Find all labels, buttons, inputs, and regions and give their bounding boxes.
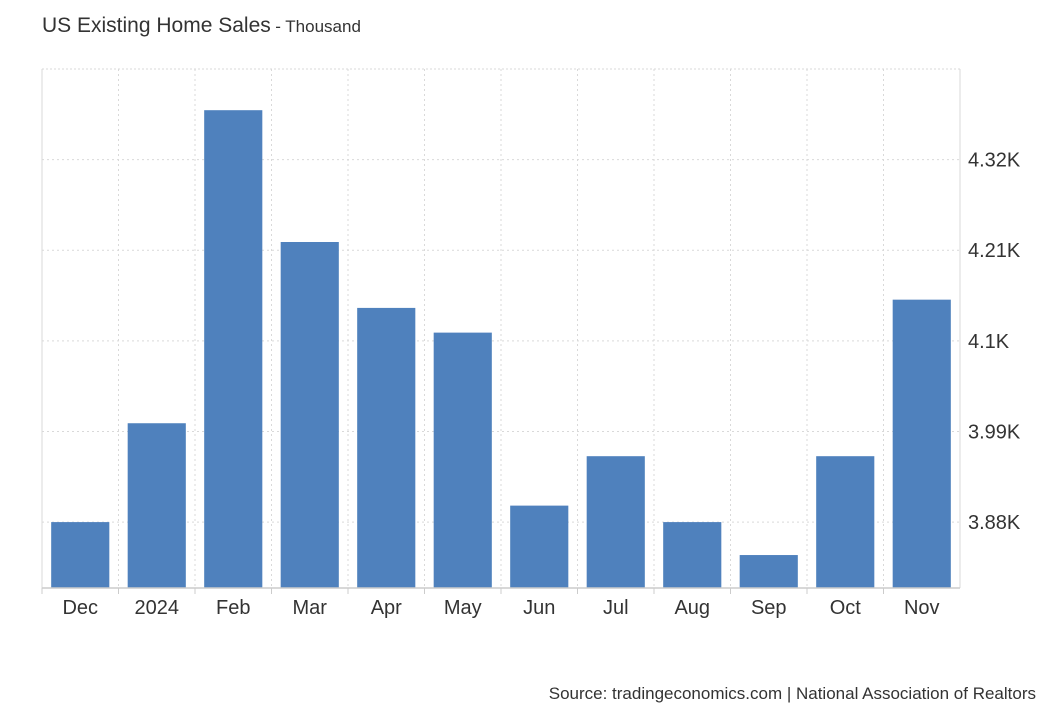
bar: [663, 522, 722, 588]
bar: [280, 242, 339, 588]
x-tick-label: May: [444, 597, 482, 619]
source-note: Source: tradingeconomics.com | National …: [548, 684, 1036, 703]
bar: [510, 505, 569, 588]
bar: [892, 299, 951, 588]
x-tick-label: Jun: [523, 597, 555, 619]
bar: [51, 522, 110, 588]
chart-subtitle: - Thousand: [275, 17, 361, 36]
x-tick-label: Aug: [674, 597, 710, 619]
chart-title: US Existing Home Sales - Thousand: [42, 14, 361, 38]
x-tick-label: Apr: [371, 597, 402, 619]
x-tick-label: Feb: [216, 597, 250, 619]
bar: [127, 423, 186, 588]
bar: [739, 555, 798, 588]
x-tick-label: Jul: [603, 597, 629, 619]
y-tick-label: 4.32K: [968, 150, 1021, 172]
y-tick-label: 3.99K: [968, 421, 1021, 443]
x-tick-label: Dec: [62, 597, 98, 619]
chart-title-main: US Existing Home Sales: [42, 14, 271, 37]
x-tick-label: Oct: [830, 597, 862, 619]
bar: [204, 110, 263, 588]
x-tick-label: Nov: [904, 597, 940, 619]
bar: [357, 307, 416, 588]
bar: [586, 456, 645, 588]
bar-chart: 3.88K 3.99K 4.1K 4.21K 4.32K Dec 2024 Feb Mar Apr…: [41, 68, 1021, 619]
y-tick-label: 4.1K: [968, 331, 1010, 353]
bar: [816, 456, 875, 588]
x-tick-label: Sep: [751, 597, 787, 619]
bar: [433, 332, 492, 588]
x-tick-label: Mar: [293, 597, 328, 619]
y-tick-label: 3.88K: [968, 512, 1021, 534]
y-tick-label: 4.21K: [968, 240, 1021, 262]
x-tick-label: 2024: [135, 597, 180, 619]
